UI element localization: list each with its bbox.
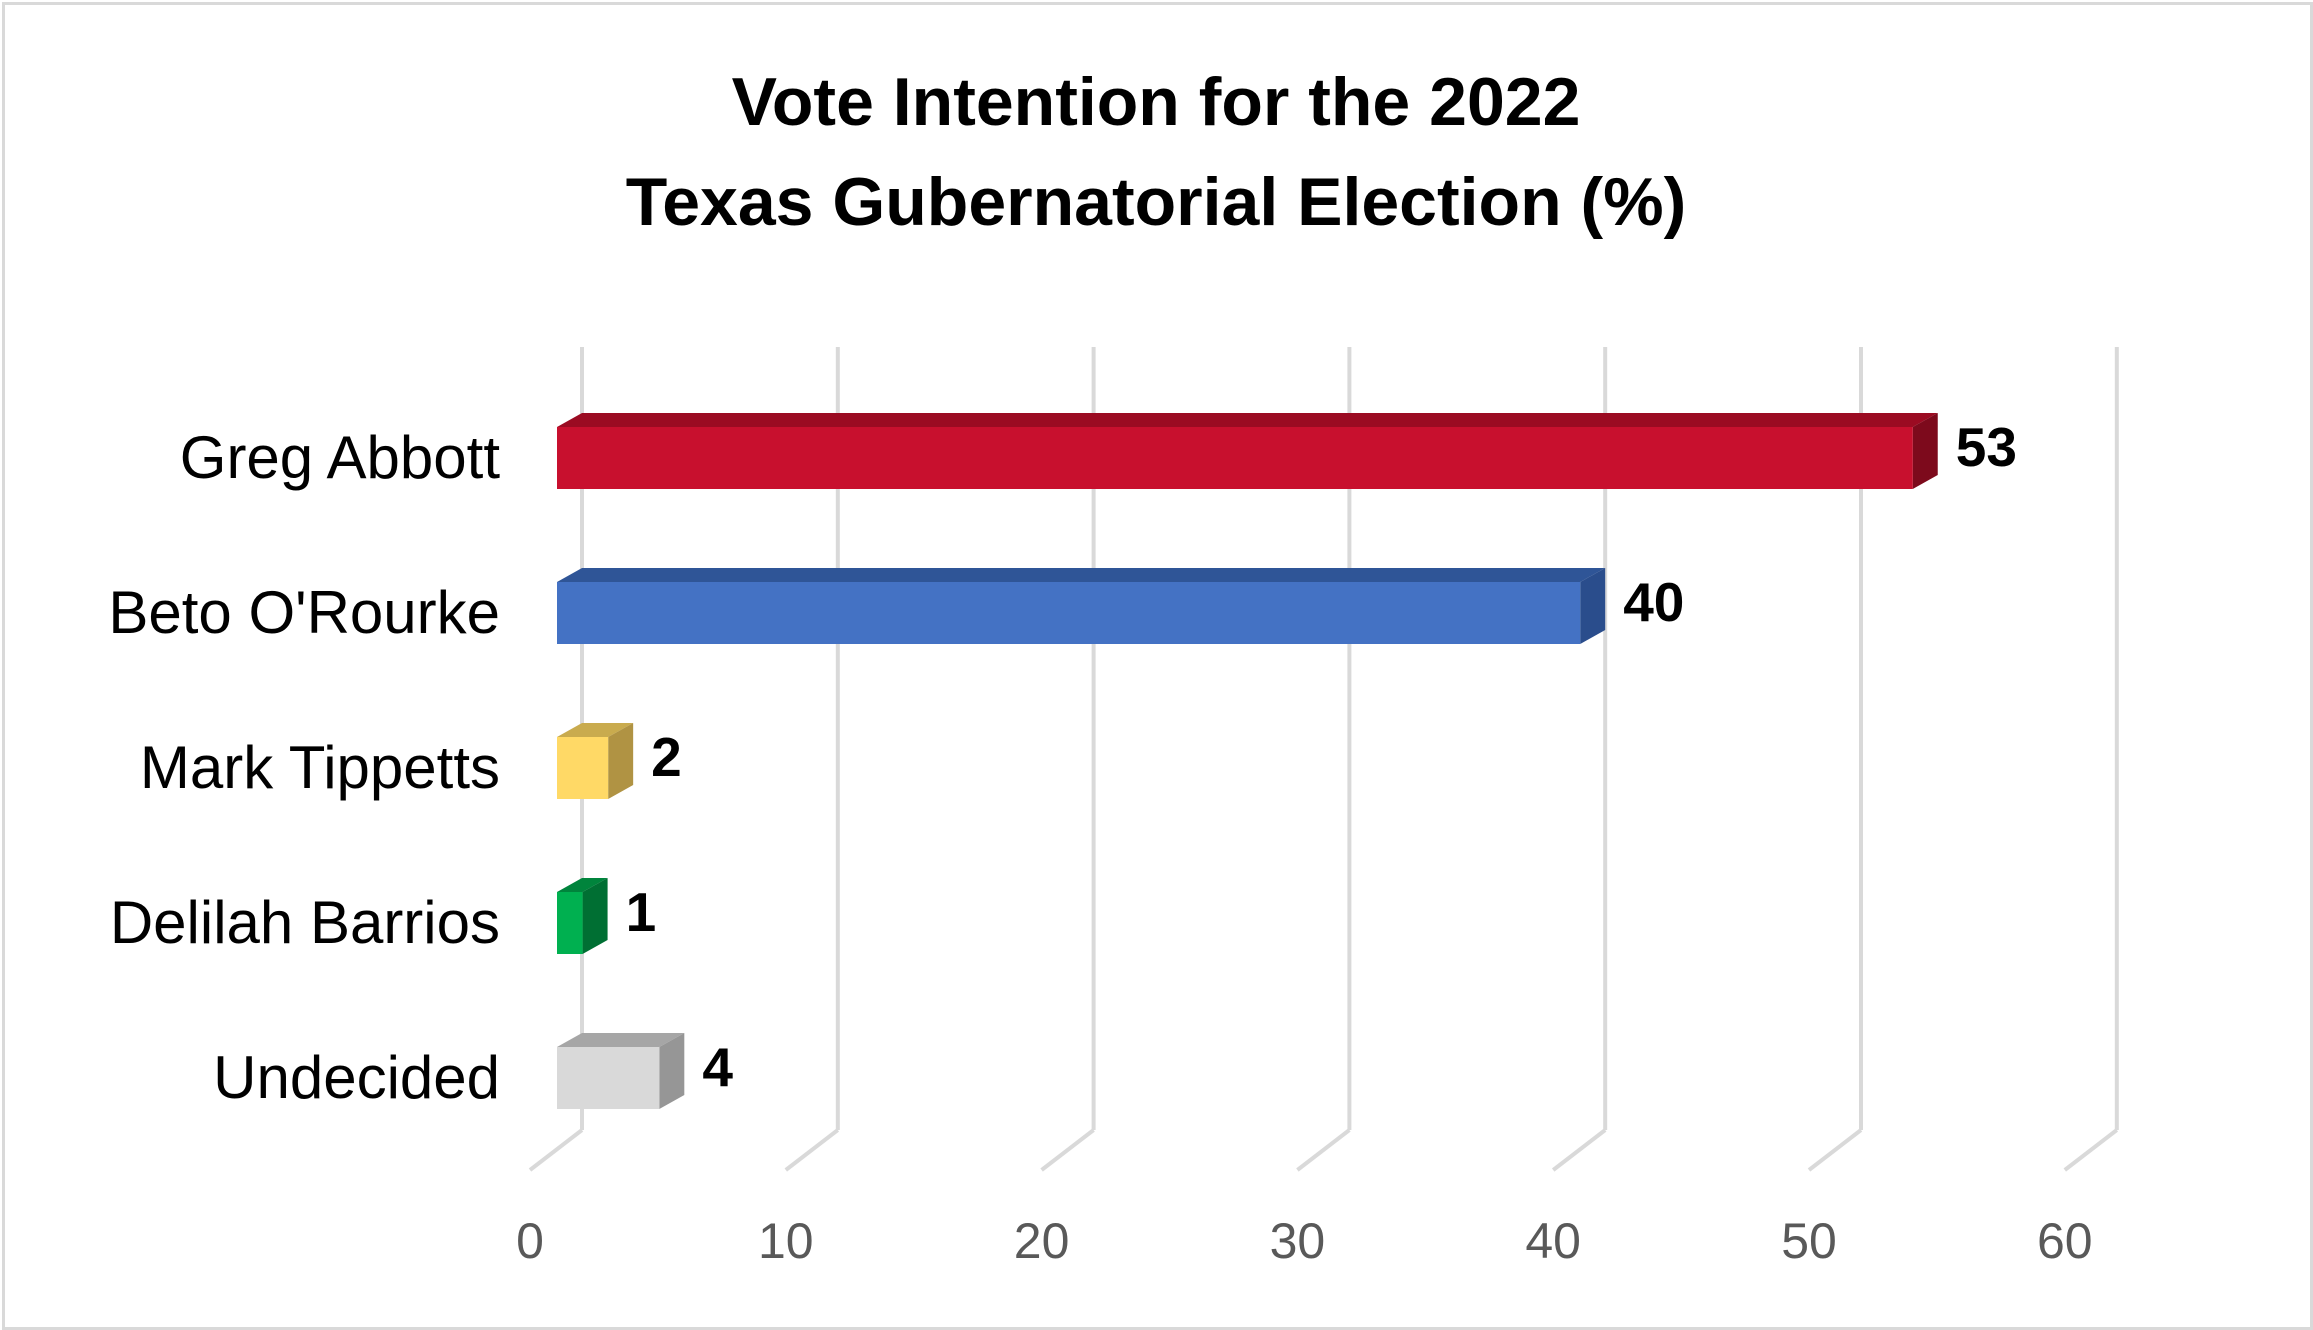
category-label: Undecided: [213, 1044, 500, 1111]
x-tick-label: 60: [2037, 1213, 2093, 1269]
x-tick-label: 30: [1270, 1213, 1326, 1269]
chart-title-line-1: Vote Intention for the 2022: [732, 64, 1581, 140]
depth-line-40: [1551, 1128, 1607, 1172]
bar-side-face: [1912, 413, 1938, 489]
data-label: 1: [626, 881, 657, 943]
depth-line-10: [784, 1128, 840, 1172]
bar-side-face: [1580, 568, 1606, 644]
x-tick-label: 40: [1525, 1213, 1581, 1269]
bar-top-face: [557, 413, 1938, 427]
bar-top-face: [557, 1033, 685, 1047]
chart-title-line-2: Texas Gubernatorial Election (%): [626, 164, 1687, 240]
labels: 0 10 20 30 40 50 60 Greg Abbott 53 Beto O'Rourke 4…: [108, 416, 2092, 1269]
x-tick-label: 10: [758, 1213, 814, 1269]
bar-0: [557, 413, 1938, 489]
depth-line-20: [1040, 1128, 1095, 1172]
bar-front-face: [557, 737, 609, 799]
data-label: 4: [702, 1036, 733, 1098]
bar-4: [557, 1033, 685, 1109]
bar-3: [557, 878, 608, 954]
bar-side-face: [659, 1033, 685, 1109]
bar-2: [557, 723, 634, 799]
x-tick-label: 50: [1781, 1213, 1837, 1269]
depth-line-30: [1296, 1128, 1351, 1172]
category-label: Mark Tippetts: [140, 734, 500, 801]
bar-top-face: [557, 878, 608, 892]
bar-front-face: [557, 582, 1581, 644]
data-label: 2: [651, 726, 682, 788]
category-label: Greg Abbott: [180, 424, 501, 491]
bar-front-face: [557, 427, 1913, 489]
bar-1: [557, 568, 1606, 644]
bar-side-face: [608, 723, 634, 799]
depth-line-50: [1807, 1128, 1863, 1172]
depth-line-60: [2063, 1128, 2119, 1172]
bar-front-face: [557, 892, 583, 954]
bar-side-face: [582, 878, 608, 954]
x-tick-label: 0: [516, 1213, 544, 1269]
category-label: Delilah Barrios: [110, 889, 500, 956]
bar-top-face: [557, 568, 1606, 582]
bars: [557, 413, 1938, 1109]
bar-top-face: [557, 723, 634, 737]
chart-title: Vote Intention for the 2022 Texas Gubern…: [626, 64, 1687, 240]
x-tick-label: 20: [1014, 1213, 1070, 1269]
bar-front-face: [557, 1047, 660, 1109]
category-label: Beto O'Rourke: [108, 579, 500, 646]
data-label: 40: [1623, 571, 1684, 633]
depth-line-0: [528, 1128, 584, 1172]
data-label: 53: [1956, 416, 2017, 478]
